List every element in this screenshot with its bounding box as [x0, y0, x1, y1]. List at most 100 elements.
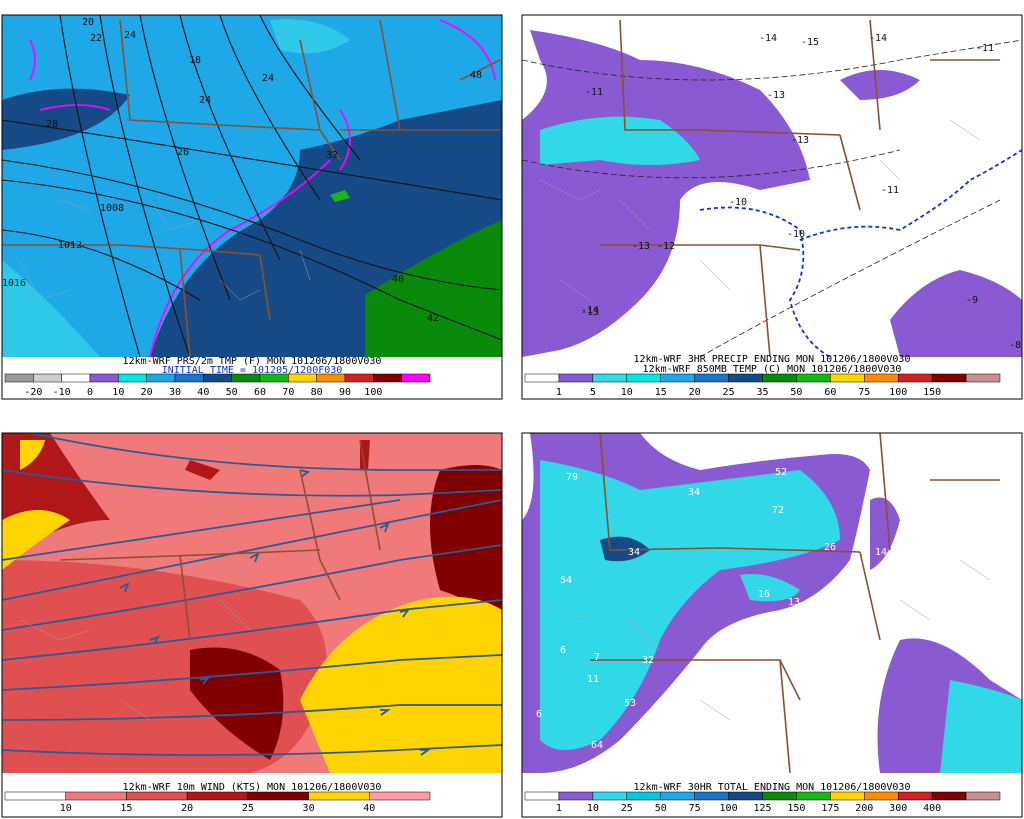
colorbar-label: 75 — [858, 387, 870, 398]
map-label: 11 — [587, 674, 599, 685]
map-label: -13 — [767, 90, 785, 101]
map-label: 72 — [772, 505, 784, 516]
map-label: -8 — [1009, 340, 1021, 351]
colorbar-label: 40 — [363, 803, 375, 814]
map-wind — [2, 433, 502, 773]
colorbar-label: 1 — [556, 387, 562, 398]
colorbar-swatch — [288, 373, 317, 383]
colorbar-swatch — [660, 373, 695, 383]
map-label: 32 — [326, 150, 338, 161]
panel-title: 12km-WRF 3HR PRECIP ENDING MON 101206/18… — [634, 354, 911, 365]
colorbar-label: 15 — [120, 803, 132, 814]
colorbar-swatch — [524, 791, 560, 801]
map-label: 64 — [591, 740, 603, 751]
colorbar-swatch — [174, 373, 204, 383]
colorbar-label: 75 — [689, 803, 701, 814]
map-label: 1012 — [58, 240, 82, 251]
colorbar-swatch — [830, 373, 865, 383]
map-label: -9 — [966, 295, 978, 306]
map-label: -11 — [585, 87, 603, 98]
colorbar-swatch — [231, 373, 261, 383]
map-label: -13 — [581, 307, 599, 318]
map-label: -13 — [632, 241, 650, 252]
map-label: 6 — [560, 645, 566, 656]
colorbar-swatch — [316, 373, 346, 383]
colorbar-swatch — [344, 373, 374, 383]
colorbar-label: 10 — [587, 803, 599, 814]
colorbar-label: 50 — [790, 387, 802, 398]
map-label: 7 — [594, 652, 600, 663]
colorbar-swatch — [558, 373, 594, 383]
colorbar-label: 35 — [756, 387, 768, 398]
map-label: 34 — [688, 487, 700, 498]
colorbar-swatch — [259, 373, 289, 383]
colorbar-swatch — [373, 373, 402, 383]
colorbar-swatch — [126, 791, 188, 801]
map-label: 18 — [189, 55, 201, 66]
colorbar-label: 10 — [60, 803, 72, 814]
map-label: -10 — [787, 229, 805, 240]
colorbar-label: 0 — [87, 387, 93, 398]
colorbar-swatch — [796, 373, 831, 383]
colorbar-label: 10 — [112, 387, 124, 398]
colorbar-label: 25 — [621, 803, 633, 814]
colorbar-swatch — [931, 373, 967, 383]
colorbar-swatch — [660, 791, 695, 801]
map-label: 24 — [199, 95, 211, 106]
colorbar-swatch — [65, 791, 127, 801]
colorbar-swatch — [369, 791, 431, 801]
colorbar-swatch — [694, 791, 729, 801]
colorbar-label: 125 — [753, 803, 771, 814]
map-label: -13 — [791, 135, 809, 146]
colorbar-label: 175 — [821, 803, 839, 814]
colorbar-swatch — [931, 791, 967, 801]
colorbar-label: 20 — [689, 387, 701, 398]
colorbar-swatch — [965, 791, 1001, 801]
colorbar-swatch — [965, 373, 1001, 383]
colorbar-label: 50 — [655, 803, 667, 814]
map-precip — [522, 15, 1022, 357]
colorbar-swatch — [830, 791, 865, 801]
map-label: 20 — [82, 17, 94, 28]
colorbar-label: 10 — [621, 387, 633, 398]
colorbar-label: 200 — [855, 803, 873, 814]
colorbar-swatch — [118, 373, 147, 383]
map-label: -14 — [869, 33, 887, 44]
map-label: -15 — [801, 37, 819, 48]
colorbar-swatch — [89, 373, 119, 383]
map-label: 24 — [262, 73, 274, 84]
colorbar-label: 80 — [311, 387, 323, 398]
colorbar-swatch — [203, 373, 232, 383]
colorbar-label: 25 — [242, 803, 254, 814]
colorbar-swatch — [524, 373, 560, 383]
map-label: 28 — [46, 119, 58, 130]
panel-title: INITIAL TIME = 101205/1200F030 — [162, 365, 343, 376]
colorbar-swatch — [728, 373, 763, 383]
map-label: 1016 — [2, 278, 26, 289]
map-label: 13 — [788, 597, 800, 608]
map-label: -10 — [729, 197, 747, 208]
colorbar-swatch — [61, 373, 91, 383]
panel-title: 12km-WRF 10m WIND (KTS) MON 101206/1800V… — [123, 782, 382, 793]
colorbar-label: -10 — [53, 387, 71, 398]
colorbar-label: 70 — [282, 387, 294, 398]
colorbar-swatch — [146, 373, 176, 383]
panel-title: 12km-WRF 850MB TEMP (C) MON 101206/1800V… — [643, 364, 902, 375]
colorbar-label: 60 — [254, 387, 266, 398]
map-label: 52 — [775, 467, 787, 478]
colorbar-label: 300 — [889, 803, 907, 814]
colorbar-swatch — [186, 791, 249, 801]
colorbar-label: 100 — [364, 387, 382, 398]
colorbar-label: 90 — [339, 387, 351, 398]
colorbar-label: 150 — [923, 387, 941, 398]
colorbar-label: 25 — [723, 387, 735, 398]
colorbar-swatch — [796, 791, 831, 801]
colorbar-swatch — [762, 791, 797, 801]
colorbar-label: 100 — [889, 387, 907, 398]
colorbar-swatch — [4, 791, 66, 801]
map-label: -12 — [657, 241, 675, 252]
colorbar-label: 30 — [169, 387, 181, 398]
colorbar-swatch — [33, 373, 62, 383]
map-label: 16 — [758, 589, 770, 600]
colorbar-swatch — [762, 373, 797, 383]
